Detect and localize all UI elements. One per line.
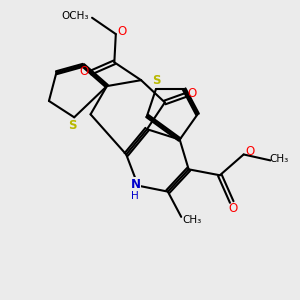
Text: CH₃: CH₃: [270, 154, 289, 164]
Text: N: N: [131, 178, 141, 191]
Text: OCH₃: OCH₃: [61, 11, 89, 21]
Text: S: S: [68, 119, 77, 132]
Text: O: O: [117, 25, 126, 38]
Text: O: O: [229, 202, 238, 215]
Text: O: O: [80, 65, 88, 78]
Text: O: O: [187, 87, 196, 100]
Text: CH₃: CH₃: [182, 215, 201, 225]
Text: H: H: [131, 191, 139, 201]
Text: S: S: [152, 74, 161, 87]
Text: O: O: [245, 145, 255, 158]
Text: N: N: [131, 178, 141, 191]
